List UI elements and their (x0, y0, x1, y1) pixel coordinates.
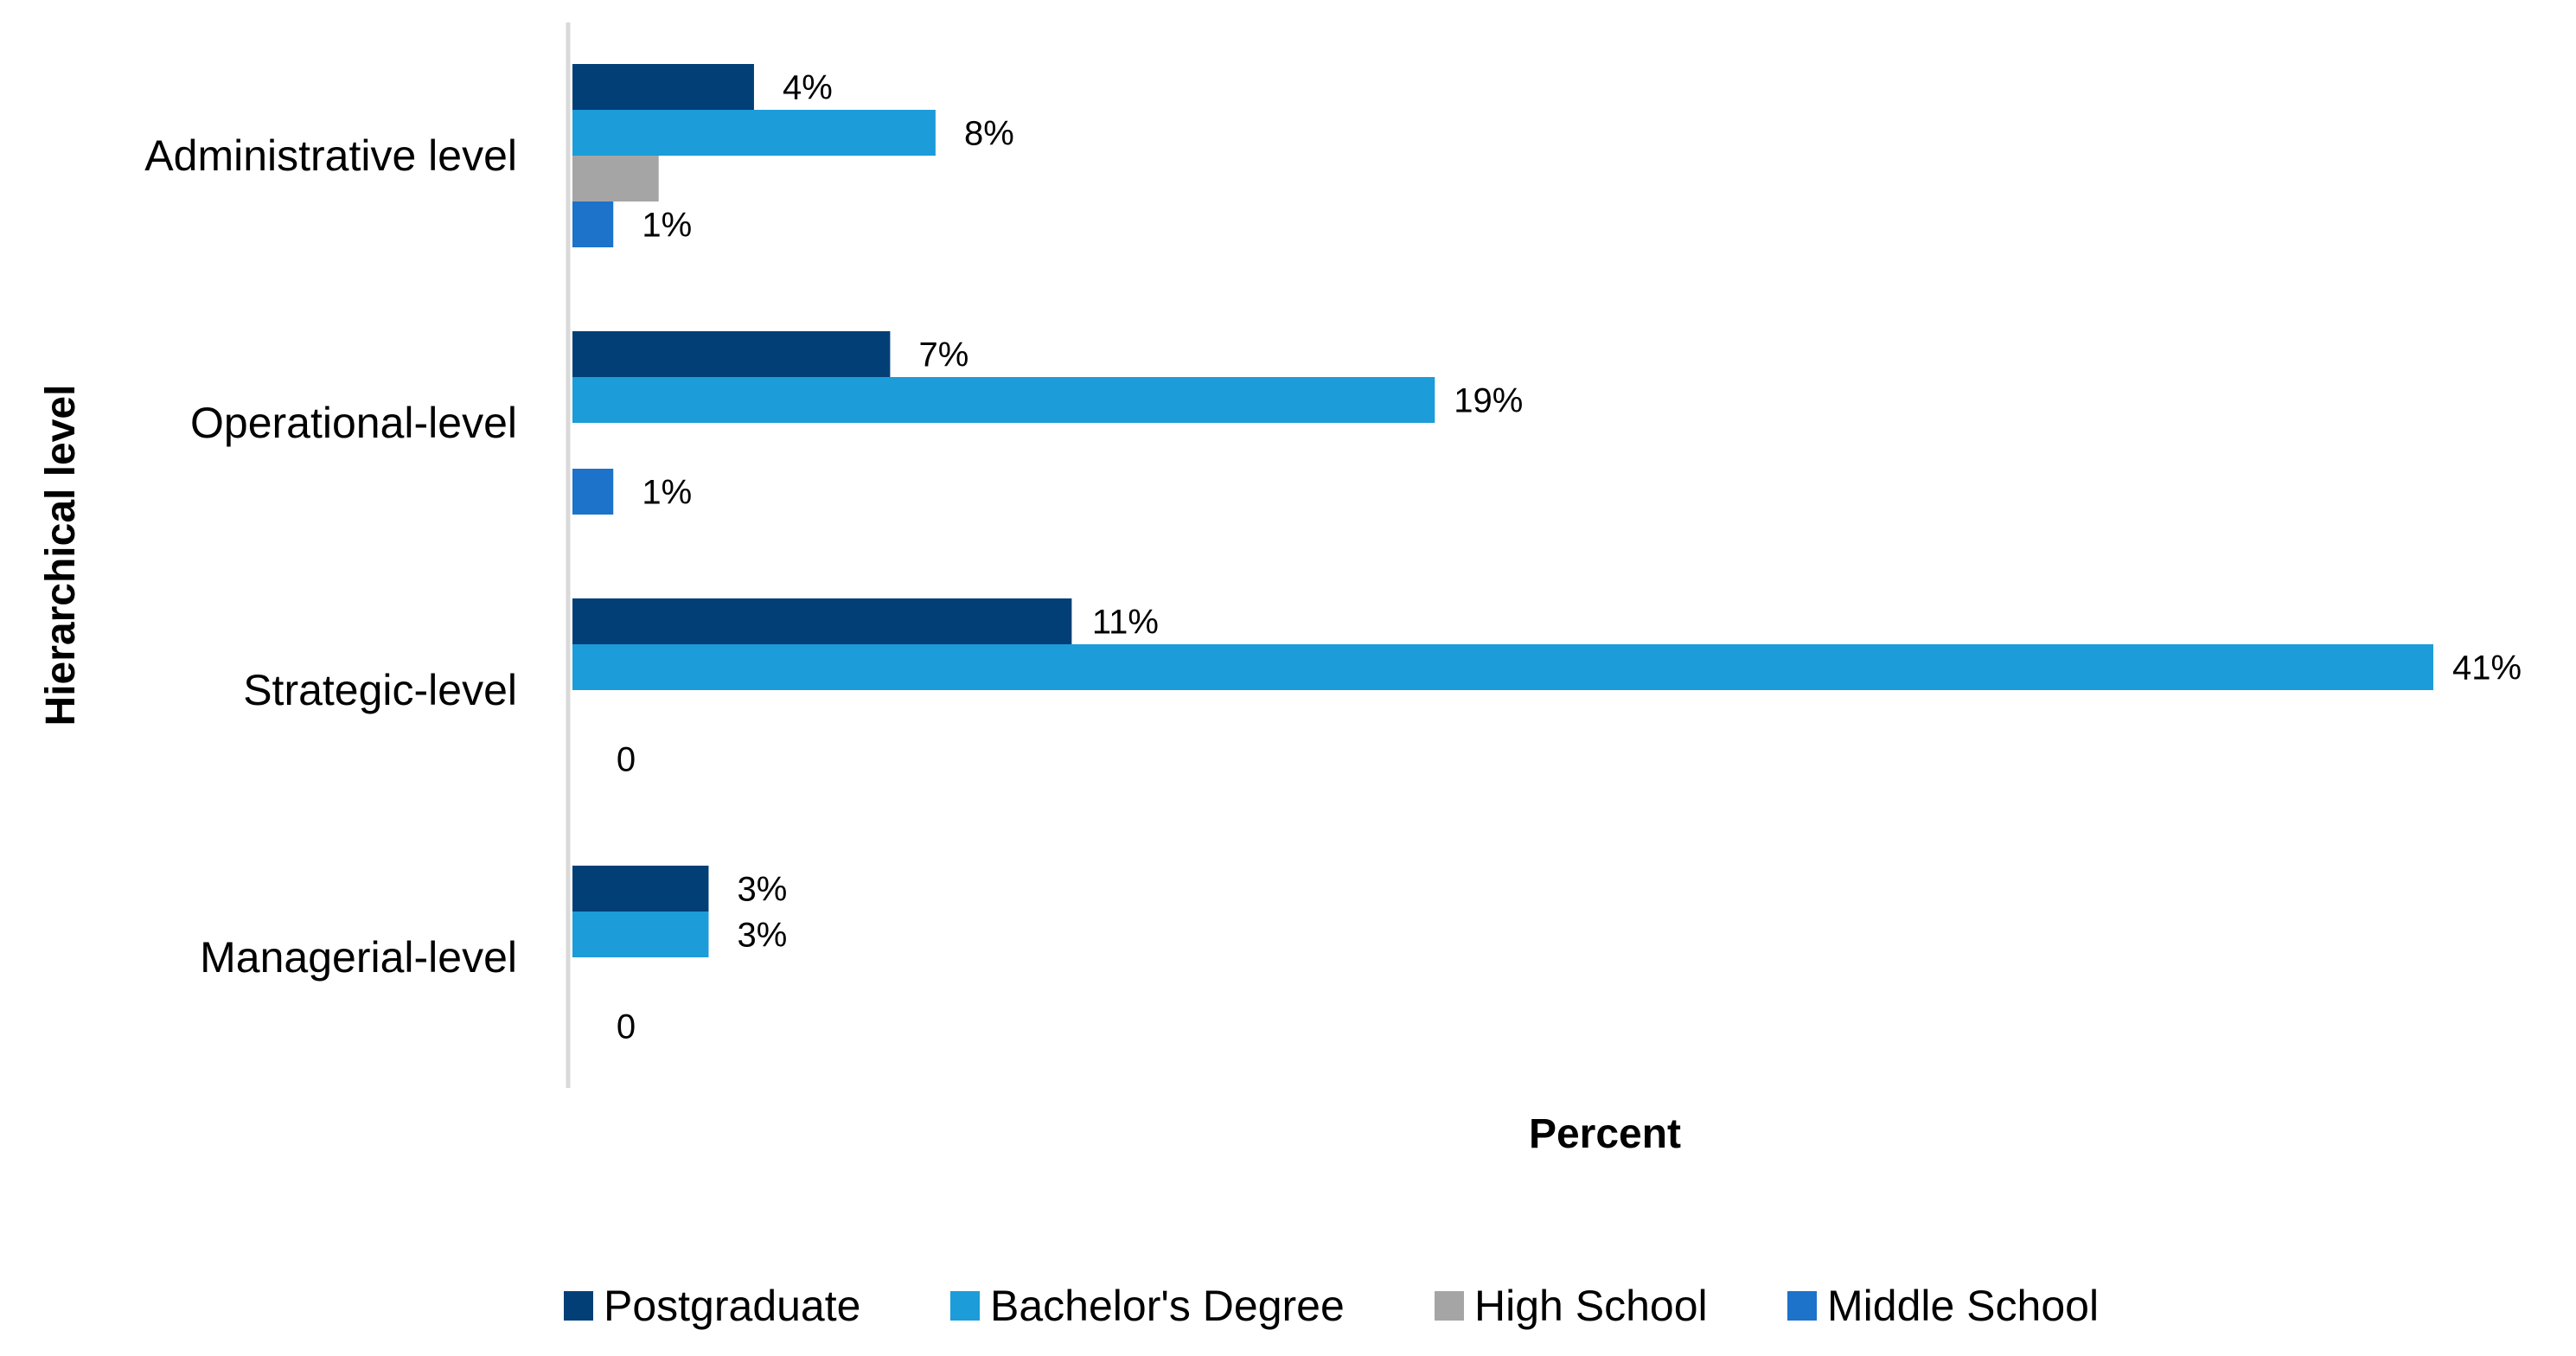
data-label-bachelor-s-degree-strategic-level: 41% (2452, 649, 2522, 688)
bar-middle-school-administrative-level (572, 201, 614, 247)
data-label-postgraduate-operational-level: 7% (919, 336, 969, 374)
category-label-operational-level: Operational-level (190, 399, 517, 447)
legend-swatch-middle-school (1787, 1291, 1817, 1321)
legend-item-bachelor-s-degree: Bachelor's Degree (950, 1282, 1345, 1330)
data-label-middle-school-strategic-level: 0 (617, 741, 636, 779)
bar-bachelor-s-degree-managerial-level (572, 911, 709, 957)
data-label-bachelor-s-degree-managerial-level: 3% (738, 917, 788, 955)
data-label-middle-school-administrative-level: 1% (642, 207, 692, 245)
legend-label-postgraduate: Postgraduate (604, 1282, 860, 1330)
category-label-strategic-level: Strategic-level (243, 666, 517, 714)
y-axis-title: Hierarchical level (38, 385, 84, 726)
legend-item-postgraduate: Postgraduate (564, 1282, 860, 1330)
legend-item-middle-school: Middle School (1787, 1282, 2099, 1330)
bar-middle-school-operational-level (572, 469, 614, 515)
data-label-middle-school-managerial-level: 0 (617, 1008, 636, 1046)
legend: Postgraduate Bachelor's Degree High School… (564, 1282, 2099, 1330)
data-label-middle-school-operational-level: 1% (642, 474, 692, 512)
legend-swatch-bachelor-s-degree (950, 1291, 980, 1321)
legend-label-middle-school: Middle School (1827, 1282, 2099, 1330)
bar-postgraduate-operational-level (572, 331, 891, 377)
labels-layer: 4% 8% 1% 7% 19% 1% 11% 41% 0 3% 3% 0 (617, 69, 2522, 1046)
bar-postgraduate-managerial-level (572, 866, 709, 911)
data-label-bachelor-s-degree-operational-level: 19% (1454, 382, 1523, 420)
bar-bachelor-s-degree-strategic-level (572, 644, 2433, 690)
bar-postgraduate-administrative-level (572, 64, 754, 110)
data-label-postgraduate-managerial-level: 3% (738, 871, 788, 909)
data-label-bachelor-s-degree-administrative-level: 8% (964, 115, 1014, 153)
legend-item-high-school: High School (1435, 1282, 1708, 1330)
data-label-postgraduate-strategic-level: 11% (1092, 604, 1159, 642)
bar-postgraduate-strategic-level (572, 598, 1072, 644)
category-label-administrative-level: Administrative level (144, 131, 517, 180)
bar-bachelor-s-degree-administrative-level (572, 110, 936, 156)
bar-bachelor-s-degree-operational-level (572, 377, 1435, 423)
legend-label-high-school: High School (1474, 1282, 1708, 1330)
legend-swatch-high-school (1435, 1291, 1464, 1321)
data-label-postgraduate-administrative-level: 4% (783, 69, 833, 107)
legend-swatch-postgraduate (564, 1291, 593, 1321)
bars-layer (572, 64, 2433, 957)
legend-label-bachelor-s-degree: Bachelor's Degree (990, 1282, 1345, 1330)
x-axis-title: Percent (1529, 1111, 1681, 1157)
bar-high-school-administrative-level (572, 156, 659, 201)
category-labels: Administrative level Operational-level Str… (144, 131, 517, 982)
category-label-managerial-level: Managerial-level (200, 933, 517, 982)
